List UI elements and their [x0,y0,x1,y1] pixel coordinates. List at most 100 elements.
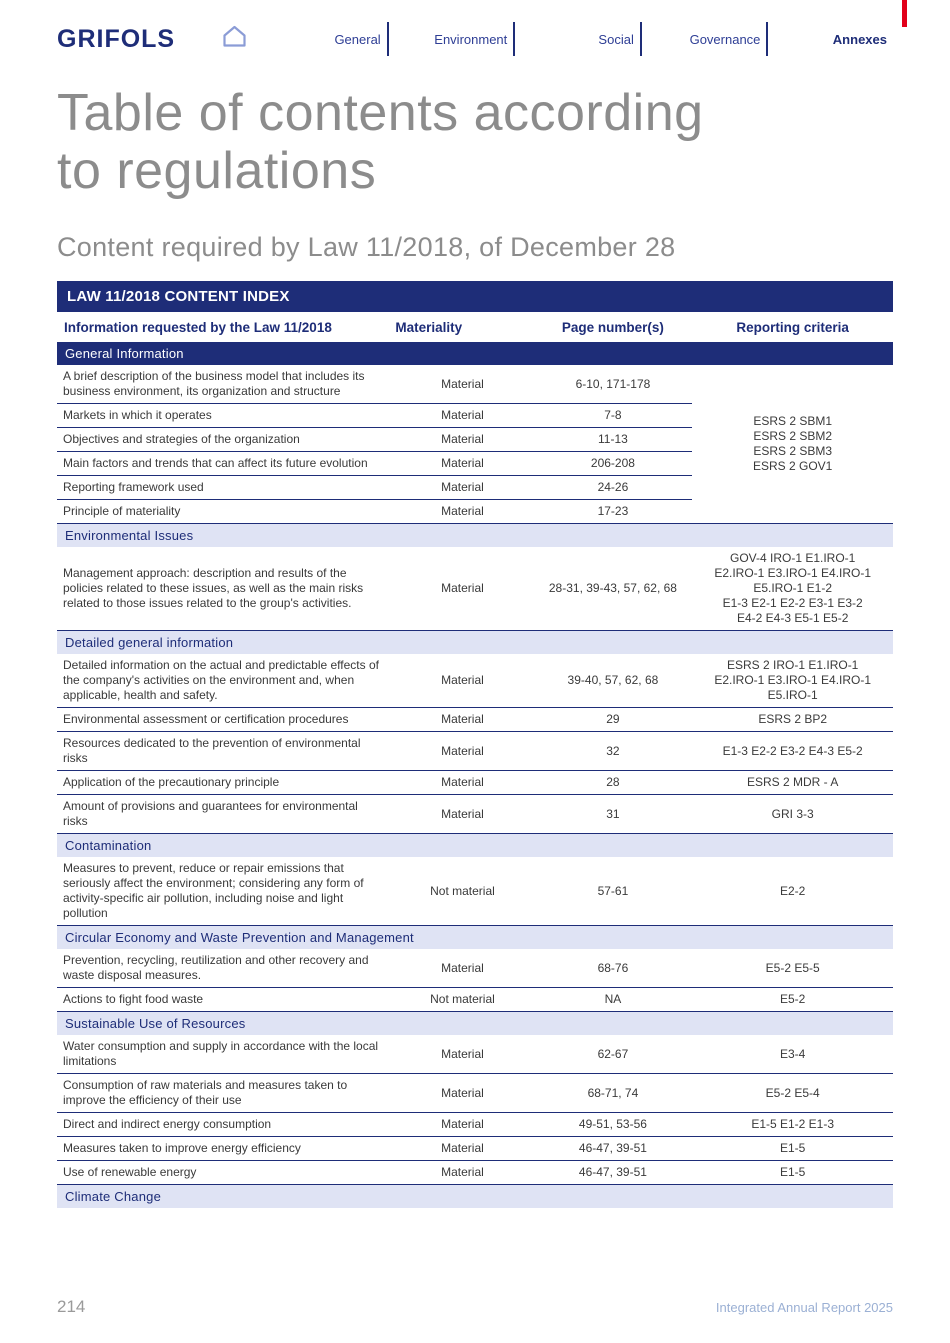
table-row: Actions to fight food waste Not material N… [57,987,893,1012]
row-information: Water consumption and supply in accordan… [57,1035,392,1074]
row-materiality: Material [391,427,534,452]
row-materiality: Material [391,365,534,404]
row-criteria: GOV-4 IRO-1 E1.IRO-1 E2.IRO-1 E3.IRO-1 E4… [692,547,893,631]
row-materiality: Material [391,1112,534,1137]
nav-item-governance[interactable]: Governance [642,22,769,56]
home-button[interactable] [221,24,248,54]
page-title-line1: Table of contents according [57,84,704,142]
criteria-line: E1-3 E2-2 E3-2 E4-3 E5-2 [722,743,863,758]
nav-item-environment[interactable]: Environment [389,22,516,56]
table-row: Reporting framework used Material 24-26 [57,475,893,500]
content-index-table: Information requested by the Law 11/2018… [57,312,893,1208]
section-header-row: General Information [57,342,893,365]
row-criteria-shared: ESRS 2 SBM1 ESRS 2 SBM2 ESRS 2 SBM3 ESRS 2 … [692,365,893,524]
table-row: Use of renewable energy Material 46-47, 39… [57,1160,893,1185]
col-header-information: Information requested by the Law 11/2018 [64,320,332,335]
nav-item-annexes[interactable]: Annexes [832,31,887,47]
criteria-line: E2.IRO-1 E3.IRO-1 E4.IRO-1 [714,673,872,687]
section-title: Contamination [57,833,893,857]
row-materiality: Material [391,451,534,476]
row-information: Objectives and strategies of the organiz… [57,427,392,452]
row-pages: 68-71, 74 [533,1073,693,1113]
row-pages: 39-40, 57, 62, 68 [533,654,693,708]
home-icon [221,24,248,54]
table-row: Amount of provisions and guarantees for … [57,794,893,834]
section-header-row: Contamination [57,833,893,857]
page-footer: 214 Integrated Annual Report 2025 [57,1297,893,1317]
section-title: Detailed general information [57,630,893,654]
row-criteria: E5-2 [692,987,893,1012]
row-criteria: GRI 3-3 [692,794,893,834]
row-materiality: Material [391,499,534,524]
row-pages: 57-61 [533,857,693,926]
table-row: Prevention, recycling, reutilization and… [57,949,893,988]
column-header-row: Information requested by the Law 11/2018… [57,312,893,342]
criteria-line: E5.IRO-1 [767,688,818,702]
row-materiality: Material [391,1160,534,1185]
page-number: 214 [57,1297,86,1316]
row-pages: 31 [533,794,693,834]
row-information: Prevention, recycling, reutilization and… [57,949,392,988]
row-materiality: Material [391,731,534,771]
table-row: Detailed information on the actual and p… [57,654,893,708]
row-information: Reporting framework used [57,475,392,500]
criteria-line: E2-2 [779,883,806,898]
criteria-line: ESRS 2 SBM1 [753,414,833,428]
section-title: Climate Change [57,1184,893,1208]
row-information: Markets in which it operates [57,403,392,428]
row-criteria: E1-3 E2-2 E3-2 E4-3 E5-2 [692,731,893,771]
section-header-row: Detailed general information [57,630,893,654]
table-row: Application of the precautionary princip… [57,770,893,795]
row-criteria: ESRS 2 IRO-1 E1.IRO-1 E2.IRO-1 E3.IRO-1 E… [692,654,893,708]
row-information: Measures to prevent, reduce or repair em… [57,857,392,926]
row-information: Principle of materiality [57,499,392,524]
section-header-row: Climate Change [57,1184,893,1208]
row-pages: 49-51, 53-56 [533,1112,693,1137]
criteria-line: E1-5 [779,1165,806,1179]
criteria-line: ESRS 2 IRO-1 E1.IRO-1 [726,658,859,672]
criteria-line: E5-2 E5-5 [765,960,820,975]
table-row: Measures taken to improve energy efficie… [57,1136,893,1161]
row-information: Detailed information on the actual and p… [57,654,392,708]
nav-item-general[interactable]: General [262,22,389,56]
row-pages: 68-76 [533,949,693,988]
table-row: Principle of materiality Material 17-23 [57,499,893,524]
table-head: Information requested by the Law 11/2018… [57,312,893,342]
row-criteria: ESRS 2 BP2 [692,707,893,732]
table-row: Resources dedicated to the prevention of… [57,731,893,771]
row-materiality: Not material [391,987,534,1012]
table-title-bar: LAW 11/2018 CONTENT INDEX [57,281,893,312]
row-materiality: Material [391,475,534,500]
row-pages: 17-23 [533,499,693,524]
criteria-line: ESRS 2 SBM3 [753,444,833,458]
page-content: GRIFOLS General Environment Social Governan… [57,0,893,1208]
row-materiality: Material [391,1073,534,1113]
criteria-line: E1-5 [779,1141,806,1155]
row-information: Main factors and trends that can affect … [57,451,392,476]
row-criteria: E5-2 E5-4 [692,1073,893,1113]
row-information: Consumption of raw materials and measure… [57,1073,392,1113]
criteria-line: E1-3 E2-1 E2-2 E3-1 E3-2 [722,596,863,610]
criteria-line: ESRS 2 MDR - A [746,775,839,789]
row-materiality: Not material [391,857,534,926]
section-title: Sustainable Use of Resources [57,1011,893,1035]
section-title: Environmental Issues [57,523,893,547]
page-title: Table of contents according to regulatio… [57,84,893,200]
col-header-criteria: Reporting criteria [736,320,849,335]
row-pages: 46-47, 39-51 [533,1160,693,1185]
nav-item-social[interactable]: Social [515,22,642,56]
table-row: Objectives and strategies of the organiz… [57,427,893,452]
row-criteria: E5-2 E5-5 [692,949,893,988]
section-title: Circular Economy and Waste Prevention an… [57,925,893,949]
row-information: Actions to fight food waste [57,987,392,1012]
row-pages: 46-47, 39-51 [533,1136,693,1161]
criteria-line: GOV-4 IRO-1 E1.IRO-1 [729,551,856,565]
row-materiality: Material [391,654,534,708]
content-table-body: General Information A brief description o… [57,342,893,1208]
row-materiality: Material [391,770,534,795]
row-materiality: Material [391,547,534,631]
row-criteria: E1-5 E1-2 E1-3 [692,1112,893,1137]
row-materiality: Material [391,403,534,428]
row-information: Amount of provisions and guarantees for … [57,794,392,834]
row-information: Environmental assessment or certificatio… [57,707,392,732]
